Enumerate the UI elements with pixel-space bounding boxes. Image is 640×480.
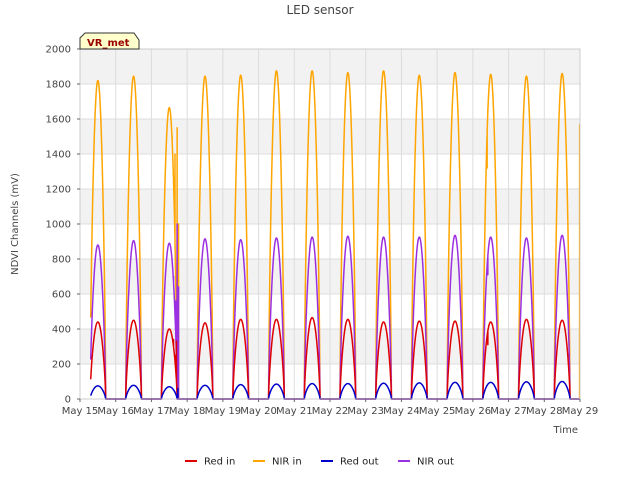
x-tick-label: May 28 xyxy=(526,406,563,417)
x-tick-label: May 16 xyxy=(97,406,134,417)
legend-item-nir-out: NIR out xyxy=(398,457,454,468)
x-tick-label: May 15 xyxy=(62,406,99,417)
legend-label: NIR in xyxy=(272,457,302,468)
y-tick-label: 1800 xyxy=(46,80,71,91)
y-tick-label: 600 xyxy=(52,290,71,301)
chart-title: LED sensor xyxy=(286,3,353,17)
site-badge-box xyxy=(79,32,140,50)
y-tick-label: 200 xyxy=(52,360,71,371)
legend-label: Red in xyxy=(204,457,235,468)
x-tick-label: May 23 xyxy=(347,406,384,417)
x-tick-label: May 24 xyxy=(383,406,420,417)
x-tick-label: May 26 xyxy=(455,406,492,417)
x-tick-label: May 20 xyxy=(240,406,277,417)
y-tick-label: 0 xyxy=(65,395,71,406)
legend-label: Red out xyxy=(340,457,379,468)
y-tick-label: 2000 xyxy=(46,45,71,56)
legend-item-red-in: Red in xyxy=(185,457,235,468)
x-tick-label: May 25 xyxy=(419,406,456,417)
y-tick-label: 400 xyxy=(52,325,71,336)
y-tick-label: 800 xyxy=(52,255,71,266)
x-axis-title: Time xyxy=(553,425,578,436)
x-tick-label: May 19 xyxy=(205,406,242,417)
site-badge: VR_met xyxy=(79,32,140,50)
y-tick-label: 1000 xyxy=(46,220,71,231)
y-tick-label: 1200 xyxy=(46,185,71,196)
x-tick-label: May 27 xyxy=(490,406,527,417)
site-badge-label: VR_met xyxy=(87,38,130,49)
legend: Red in NIR in Red out NIR out xyxy=(185,457,454,468)
x-tick-label: May 29 xyxy=(562,406,599,417)
y-axis-title: NDVI Channels (mV) xyxy=(10,173,21,275)
y-tick-label: 1600 xyxy=(46,115,71,126)
x-tick-label: May 21 xyxy=(276,406,313,417)
y-axis-ticks: 0 200 400 600 800 1000 1200 1400 1600 1800 2000 xyxy=(46,45,80,406)
x-axis-ticks: May 15 May 16 May 17 May 18 May 19 May 20 May … xyxy=(62,399,599,417)
legend-label: NIR out xyxy=(417,457,454,468)
y-tick-label: 1400 xyxy=(46,150,71,161)
x-tick-label: May 18 xyxy=(169,406,206,417)
x-tick-label: May 22 xyxy=(312,406,349,417)
legend-item-nir-in: NIR in xyxy=(253,457,302,468)
x-tick-label: May 17 xyxy=(133,406,170,417)
legend-item-red-out: Red out xyxy=(321,457,379,468)
